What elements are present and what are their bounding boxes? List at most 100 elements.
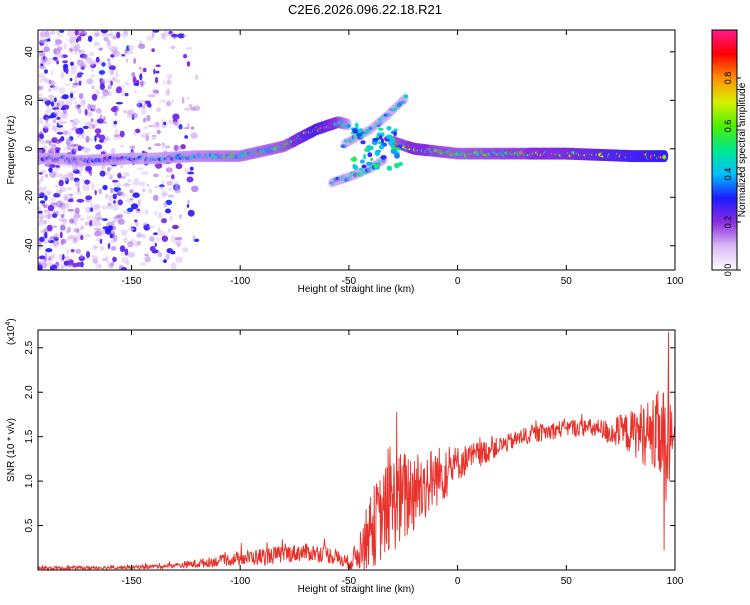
spectral-blob: [71, 82, 77, 89]
spectral-blob: [154, 76, 159, 84]
spectral-blob: [91, 93, 98, 101]
spectral-blob: [357, 129, 362, 134]
spectral-blob: [393, 128, 398, 132]
spectral-blob: [178, 124, 183, 130]
colorbar-tick-label: 0.8: [723, 72, 733, 85]
spectral-blob: [152, 194, 159, 202]
spectral-blob: [69, 128, 76, 131]
spectral-blob: [79, 217, 85, 221]
spectral-blob: [86, 147, 91, 152]
spectral-blob: [88, 51, 95, 57]
spectral-blob: [109, 69, 114, 76]
spectral-blob: [190, 126, 195, 130]
spectral-blob: [142, 188, 146, 193]
spectral-blob: [360, 140, 366, 145]
spectral-blob: [101, 257, 107, 262]
spectral-blob: [187, 122, 190, 129]
spectral-blob: [114, 79, 121, 84]
spectral-blob: [171, 174, 175, 180]
spectral-blob: [161, 235, 169, 242]
spectral-blob: [58, 138, 62, 143]
spectral-blob: [74, 207, 80, 214]
spectral-blob: [138, 181, 146, 187]
spectral-blob: [95, 89, 100, 96]
spectral-blob: [78, 80, 82, 86]
spectral-blob: [166, 180, 174, 186]
spectral-blob: [98, 263, 102, 269]
spectral-blob: [126, 211, 131, 215]
spectral-blob: [353, 129, 358, 134]
spectral-blob: [166, 88, 170, 95]
spectral-blob: [104, 137, 110, 142]
spectral-blob: [111, 246, 117, 251]
spectral-blob: [142, 222, 148, 226]
y-tick-label: -20: [24, 190, 35, 205]
spectral-blob: [146, 114, 151, 122]
spectral-blob: [144, 209, 149, 215]
spectral-blob: [193, 238, 200, 242]
spectral-blob: [73, 148, 78, 154]
spectral-blob: [129, 197, 134, 201]
spectral-blob: [101, 32, 107, 37]
spectral-blob: [94, 230, 102, 237]
spectral-blob: [149, 245, 156, 252]
spectral-blob: [64, 256, 72, 261]
spectral-blob: [41, 53, 46, 57]
spectral-blob: [99, 238, 103, 244]
spectral-blob: [47, 257, 52, 261]
spectral-blob: [58, 179, 64, 187]
spectral-blob: [82, 125, 89, 130]
spectral-blob: [58, 54, 64, 59]
spectral-blob: [38, 186, 45, 194]
spectral-blob: [393, 162, 400, 169]
spectral-blob: [116, 31, 121, 39]
spectral-blob: [86, 215, 91, 220]
spectral-blob: [51, 253, 56, 259]
spectral-blob: [77, 145, 83, 152]
spectral-blob: [42, 219, 48, 225]
spectral-blob: [60, 71, 65, 79]
spectral-blob: [76, 73, 83, 78]
spectral-blob: [158, 230, 166, 237]
spectral-blob: [74, 43, 81, 50]
spectral-blob: [184, 167, 189, 174]
spectral-blob: [135, 128, 141, 134]
spectral-blob: [391, 144, 396, 151]
y-tick-label: -40: [24, 238, 35, 253]
spectral-blob: [50, 235, 57, 240]
spectral-blob: [58, 121, 64, 126]
spectral-blob: [56, 124, 64, 128]
spectral-blob: [38, 213, 45, 220]
spectral-blob: [105, 172, 110, 176]
spectral-blob: [67, 208, 75, 212]
colorbar-tick-label: 0.0: [723, 264, 733, 277]
spectral-blob: [350, 157, 358, 162]
spectral-blob: [49, 171, 56, 178]
spectral-blob: [175, 256, 183, 263]
spectral-blob: [55, 39, 63, 45]
spectral-blob: [38, 93, 43, 97]
spectral-blob: [44, 252, 48, 259]
spectral-blob: [113, 35, 117, 40]
spectral-blob: [64, 131, 68, 135]
spectral-blob: [112, 193, 118, 200]
spectral-blob: [58, 218, 66, 222]
spectral-blob: [116, 214, 124, 219]
spectral-blob: [114, 128, 119, 136]
spectral-blob: [47, 212, 52, 216]
spectral-blob: [174, 181, 180, 186]
spectral-blob: [138, 66, 142, 70]
spectral-blob: [186, 61, 191, 67]
spectral-blob: [41, 97, 49, 103]
spectral-blob: [44, 195, 48, 201]
colorbar: 0.0 0.2 0.4 0.6 0.8 Normalized spectral ampl…: [711, 29, 748, 277]
spectral-blob: [39, 32, 43, 39]
spectral-blob: [152, 89, 160, 94]
spectral-blob: [101, 62, 106, 67]
spectral-blob: [38, 73, 45, 79]
spectral-blob: [156, 236, 160, 243]
spectral-blob: [51, 70, 54, 76]
spectral-blob: [87, 103, 92, 111]
spectral-blob: [58, 87, 66, 94]
spectral-blob: [51, 225, 58, 229]
